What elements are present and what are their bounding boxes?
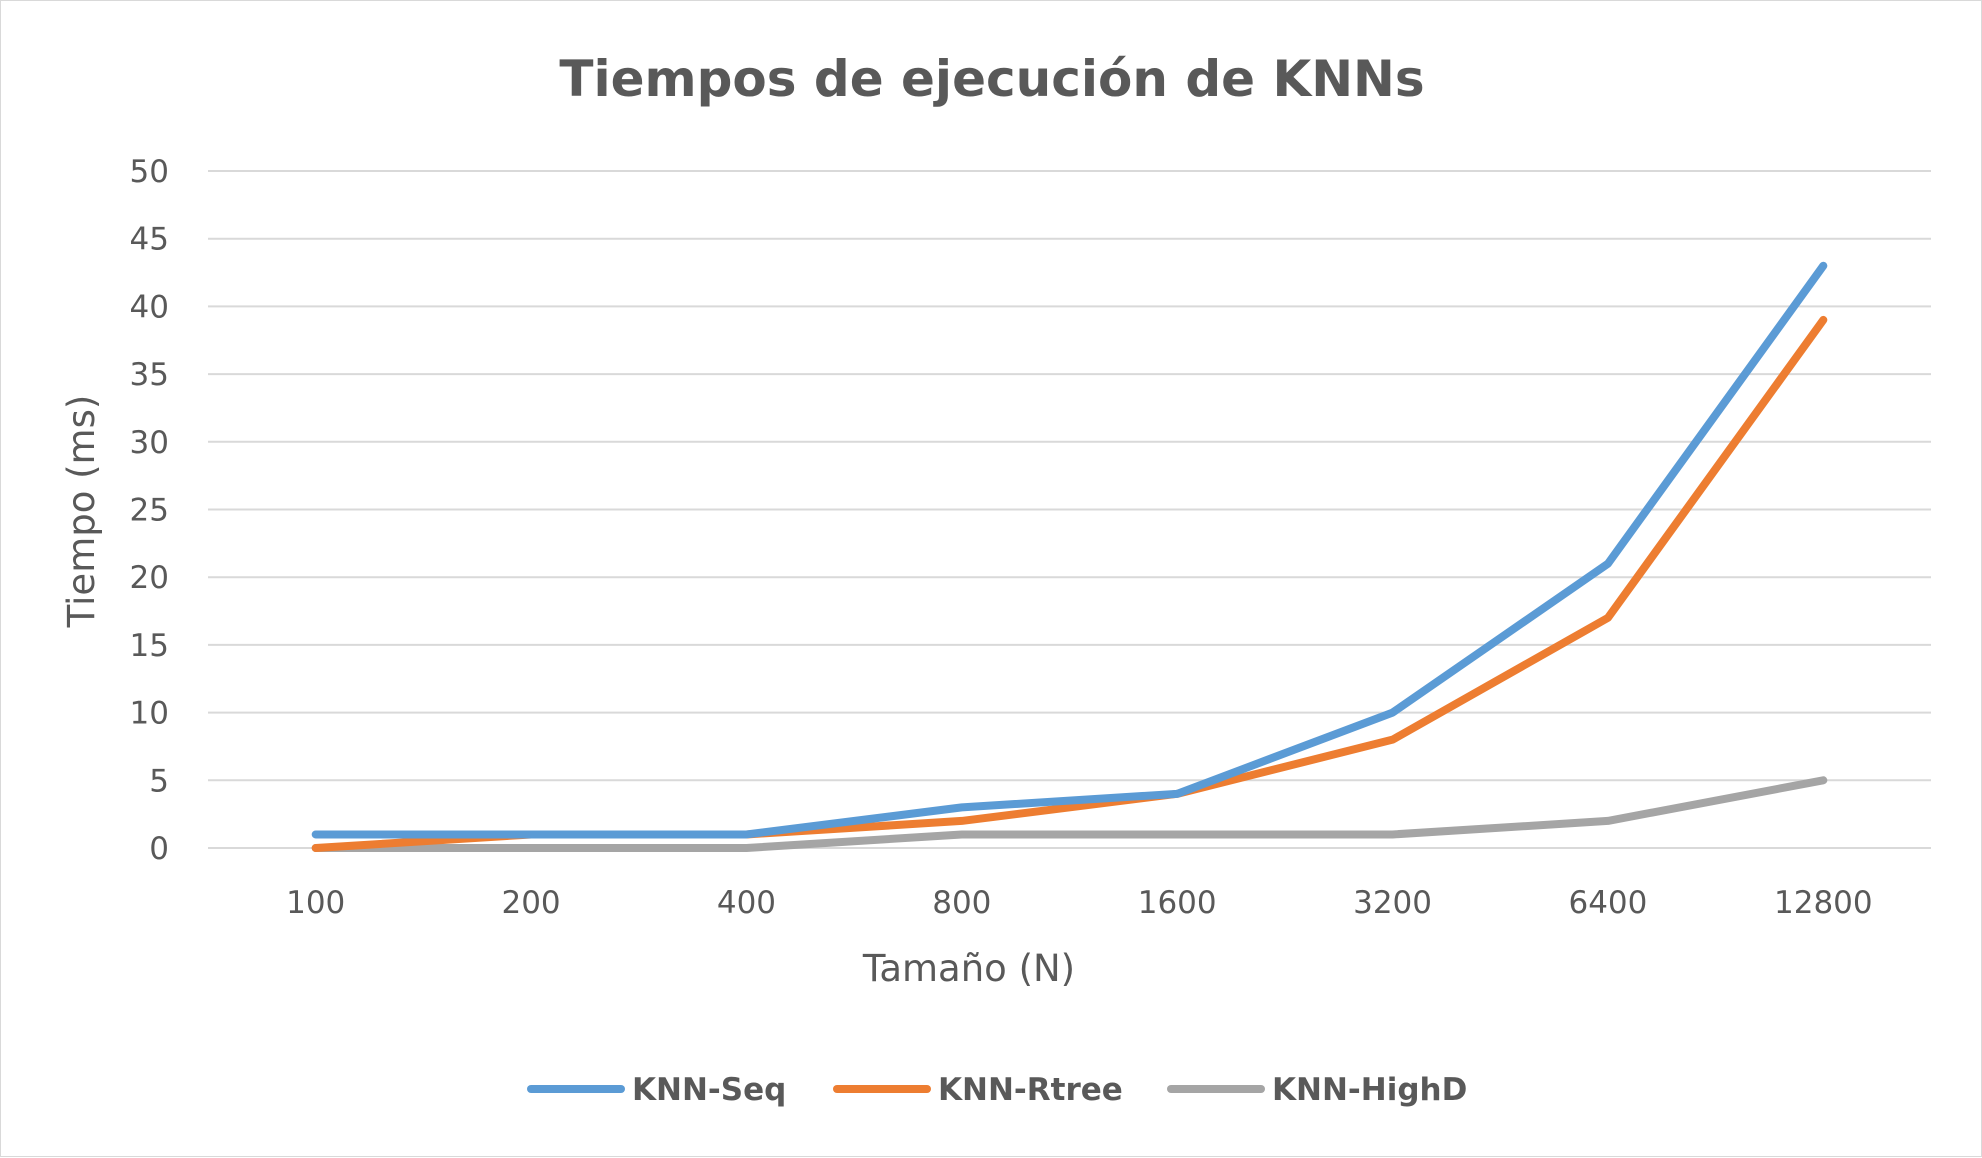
y-tick-label: 40 [130, 289, 169, 325]
series-line-knn-highd [311, 776, 1828, 852]
x-tick-label: 200 [501, 885, 560, 921]
legend-label: KNN-HighD [1272, 1072, 1467, 1108]
y-tick-label: 30 [130, 425, 169, 461]
gridlines [208, 170, 1931, 849]
chart-title: Tiempos de ejecución de KNNs [559, 50, 1424, 108]
y-tick-label: 5 [149, 763, 169, 799]
y-tick-label: 20 [130, 560, 169, 596]
legend-label: KNN-Seq [632, 1072, 786, 1108]
y-tick-label: 50 [130, 154, 169, 190]
x-tick-label: 6400 [1568, 885, 1647, 921]
series-lines [311, 261, 1828, 852]
legend: KNN-Seq KNN-Rtree KNN-HighD [527, 1072, 1467, 1108]
y-tick-label: 35 [130, 357, 169, 393]
x-tick-label: 12800 [1774, 885, 1873, 921]
x-tick-label: 100 [286, 885, 345, 921]
y-tick-label: 0 [149, 831, 169, 867]
x-axis-ticks: 100 200 400 800 1600 3200 6400 12800 [286, 885, 1873, 921]
legend-label: KNN-Rtree [938, 1072, 1123, 1108]
y-tick-label: 45 [130, 222, 169, 258]
x-tick-label: 800 [932, 885, 991, 921]
x-axis-title: Tamaño (N) [862, 947, 1075, 990]
y-tick-label: 15 [130, 628, 169, 664]
series-line-knn-rtree [311, 315, 1828, 852]
x-tick-label: 3200 [1353, 885, 1432, 921]
x-tick-label: 1600 [1138, 885, 1217, 921]
y-axis-ticks: 0 5 10 15 20 25 30 35 40 45 50 [130, 154, 169, 867]
series-line-knn-seq [311, 261, 1828, 839]
y-axis-title: Tiempo (ms) [60, 395, 103, 629]
y-tick-label: 10 [130, 696, 169, 732]
x-tick-label: 400 [717, 885, 776, 921]
y-tick-label: 25 [130, 493, 169, 529]
